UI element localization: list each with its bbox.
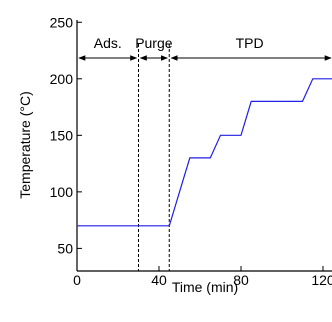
- phase-annotations: Ads. Purge TPD: [78, 35, 332, 61]
- x-tick-label: 0: [73, 272, 81, 288]
- x-ticks: 0 40 80 120: [73, 266, 332, 288]
- y-tick-label: 50: [57, 240, 73, 256]
- y-tick-label: 150: [50, 127, 74, 143]
- y-axis-label: Temperature (°C): [17, 91, 33, 199]
- temperature-series-line: [77, 78, 332, 227]
- y-ticks: 50 100 150 200 250: [50, 14, 82, 256]
- phase-label: Purge: [135, 35, 173, 51]
- y-tick-label: 250: [50, 14, 74, 30]
- x-tick-label: 40: [151, 272, 167, 288]
- x-tick-label: 80: [233, 272, 249, 288]
- x-axis-label: Time (min): [172, 279, 238, 295]
- phase-label: Ads.: [94, 35, 122, 51]
- y-tick-label: 200: [50, 71, 74, 87]
- y-tick-label: 100: [50, 184, 74, 200]
- phase-label: TPD: [236, 35, 264, 51]
- x-tick-label: 120: [311, 272, 332, 288]
- phase-dividers: [76, 44, 170, 271]
